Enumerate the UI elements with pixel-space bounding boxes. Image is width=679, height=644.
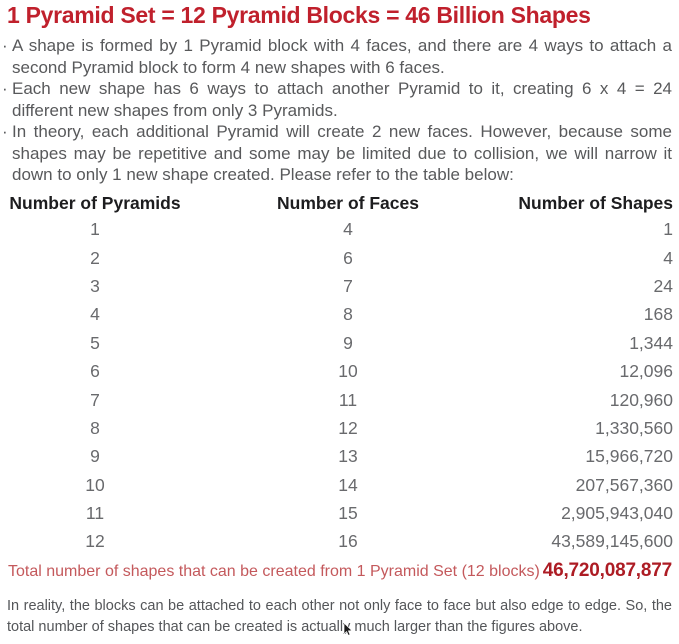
- bullet-dot-icon: ·: [2, 36, 8, 55]
- bullet-item: · A shape is formed by 1 Pyramid block w…: [2, 35, 672, 78]
- table-header-row: Number of Pyramids Number of Faces Numbe…: [0, 192, 679, 216]
- pyramids-count-cell: 12: [85, 531, 105, 552]
- faces-count-cell: 15: [338, 503, 358, 524]
- bullet-item: · Each new shape has 6 ways to attach an…: [2, 78, 672, 121]
- bullet-dot-icon: ·: [2, 122, 8, 141]
- shapes-count-cell: 4: [663, 247, 673, 268]
- bullet-list: · A shape is formed by 1 Pyramid block w…: [2, 35, 672, 186]
- bullet-text: In theory, each additional Pyramid will …: [12, 122, 672, 184]
- header-number-of-shapes: Number of Shapes: [518, 193, 673, 213]
- pyramids-count-cell: 6: [90, 361, 100, 382]
- total-label: Total number of shapes that can be creat…: [8, 563, 540, 581]
- shapes-count-cell: 24: [653, 275, 673, 296]
- pyramids-count-cell: 3: [90, 275, 100, 296]
- total-row: Total number of shapes that can be creat…: [8, 560, 672, 582]
- shapes-count-cell: 120,960: [609, 389, 673, 410]
- faces-count-cell: 8: [343, 304, 353, 325]
- total-value: 46,720,087,877: [542, 560, 672, 582]
- bullet-item: · In theory, each additional Pyramid wil…: [2, 121, 672, 186]
- faces-count-cell: 4: [343, 219, 353, 240]
- table-row: 11 15 2,905,943,040: [0, 499, 679, 527]
- table-row: 2 6 4: [0, 244, 679, 272]
- table-row: 3 7 24: [0, 272, 679, 300]
- faces-count-cell: 6: [343, 247, 353, 268]
- pyramids-count-cell: 2: [90, 247, 100, 268]
- table-row: 12 16 43,589,145,600: [0, 528, 679, 556]
- table-row: 5 9 1,344: [0, 329, 679, 357]
- faces-count-cell: 13: [338, 446, 358, 467]
- faces-count-cell: 14: [338, 474, 358, 495]
- bullet-dot-icon: ·: [2, 79, 8, 98]
- mouse-cursor-icon: [344, 623, 353, 636]
- table-row: 1 4 1: [0, 216, 679, 244]
- table-row: 10 14 207,567,360: [0, 471, 679, 499]
- table-row: 9 13 15,966,720: [0, 443, 679, 471]
- faces-count-cell: 10: [338, 361, 358, 382]
- table-row: 8 12 1,330,560: [0, 414, 679, 442]
- pyramids-count-cell: 7: [90, 389, 100, 410]
- faces-count-cell: 7: [343, 275, 353, 296]
- bullet-text: Each new shape has 6 ways to attach anot…: [12, 79, 672, 120]
- page-title: 1 Pyramid Set = 12 Pyramid Blocks = 46 B…: [7, 2, 591, 28]
- shapes-count-cell: 207,567,360: [575, 474, 673, 495]
- pyramids-count-cell: 4: [90, 304, 100, 325]
- shapes-table: Number of Pyramids Number of Faces Numbe…: [0, 192, 679, 557]
- shapes-count-cell: 12,096: [619, 361, 673, 382]
- shapes-count-cell: 43,589,145,600: [551, 531, 673, 552]
- pyramids-count-cell: 8: [90, 417, 100, 438]
- shapes-count-cell: 2,905,943,040: [561, 503, 673, 524]
- shapes-count-cell: 15,966,720: [585, 446, 673, 467]
- table-row: 6 10 12,096: [0, 357, 679, 385]
- faces-count-cell: 9: [343, 332, 353, 353]
- shapes-count-cell: 1,330,560: [595, 417, 673, 438]
- header-number-of-pyramids: Number of Pyramids: [9, 193, 181, 213]
- shapes-count-cell: 1,344: [629, 332, 673, 353]
- faces-count-cell: 12: [338, 417, 358, 438]
- faces-count-cell: 16: [338, 531, 358, 552]
- table-body: 1 4 1 2 6 4 3 7 24 4 8 168 5 9 1,344 6 10 12,096 7 11 120,96…: [0, 216, 679, 557]
- pyramids-count-cell: 1: [90, 219, 100, 240]
- pyramids-count-cell: 10: [85, 474, 105, 495]
- shapes-count-cell: 168: [643, 304, 673, 325]
- header-number-of-faces: Number of Faces: [277, 193, 419, 213]
- pyramids-count-cell: 5: [90, 332, 100, 353]
- table-row: 7 11 120,960: [0, 386, 679, 414]
- pyramids-count-cell: 11: [85, 503, 105, 524]
- bullet-text: A shape is formed by 1 Pyramid block wit…: [12, 36, 672, 77]
- table-row: 4 8 168: [0, 301, 679, 329]
- faces-count-cell: 11: [338, 389, 358, 410]
- shapes-count-cell: 1: [663, 219, 673, 240]
- pyramids-count-cell: 9: [90, 446, 100, 467]
- footer-note: In reality, the blocks can be attached t…: [7, 598, 672, 636]
